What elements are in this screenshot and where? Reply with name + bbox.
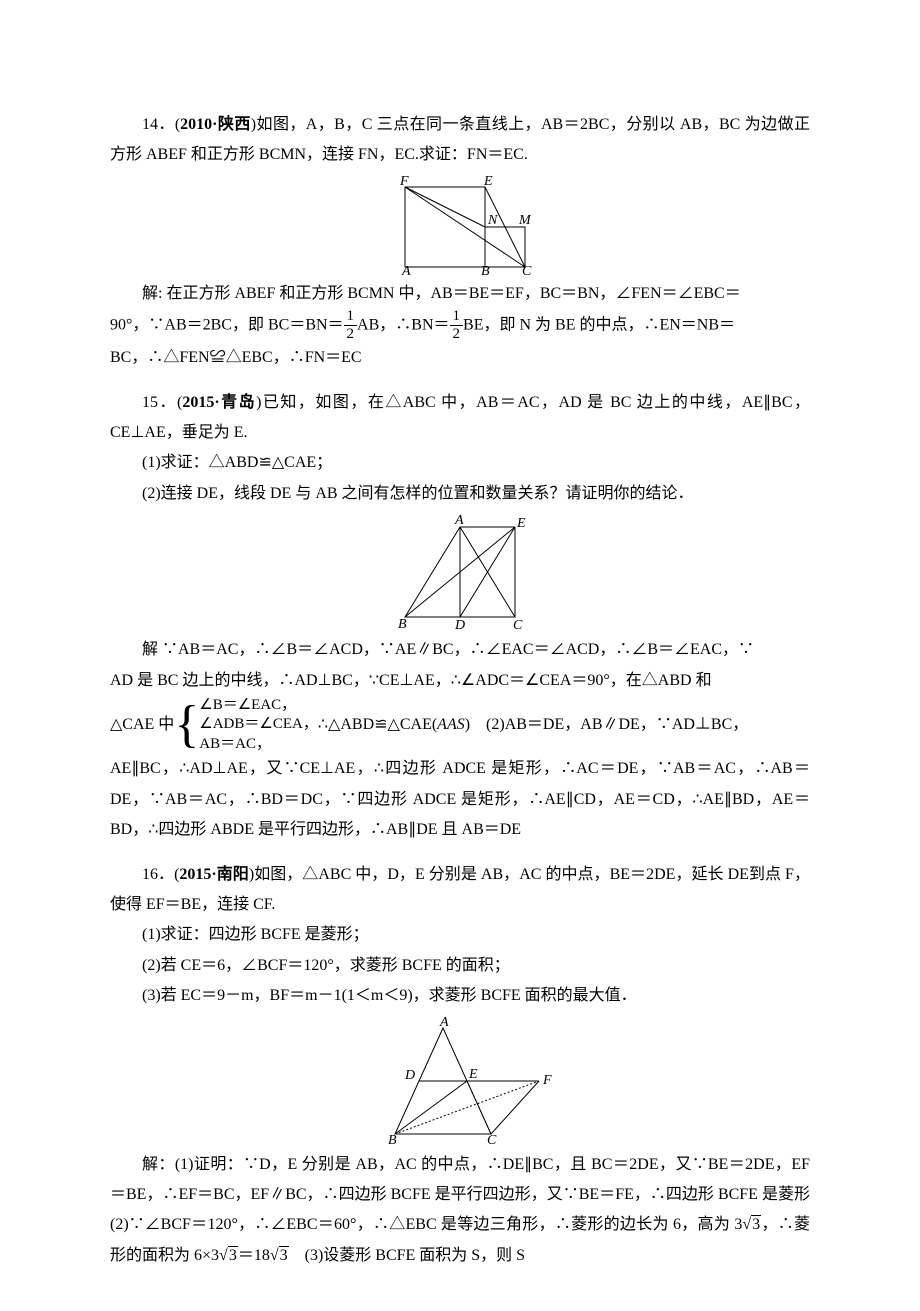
- p14-lbl-C: C: [522, 264, 532, 275]
- p15-figure-wrap: A E B D C: [110, 513, 810, 631]
- p15-sol-l4: AE∥BC，∴AD⊥AE，又∵CE⊥AE，∴四边形 ADCE 是矩形，∴AC＝D…: [110, 754, 810, 845]
- p15-sol-l2: AD 是 BC 边上的中线，∴AD⊥BC，∵CE⊥AE，∴∠ADC＝∠CEA＝9…: [110, 666, 810, 696]
- p14-sol-mid1c: BE，即 N 为 BE 的中点，∴EN＝NB＝: [463, 317, 735, 334]
- p16-stem: 16．(2015·南阳)如图，△ABC 中，D，E 分别是 AB，AC 的中点，…: [110, 860, 810, 921]
- p16-q1: (1)求证：四边形 BCFE 是菱形；: [110, 920, 810, 950]
- p16-lbl-E: E: [468, 1067, 478, 1082]
- p14-lbl-N: N: [487, 213, 498, 228]
- p15-stem: 15．(2015·青岛)已知，如图，在△ABC 中，AB＝AC，AD 是 BC …: [110, 388, 810, 449]
- p15-lbl-A: A: [454, 513, 464, 528]
- p16-figure: A D E F B C: [355, 1016, 565, 1146]
- p15-lbl-C: C: [513, 618, 523, 631]
- p16-lbl-F: F: [542, 1073, 552, 1088]
- gap2: [110, 846, 810, 860]
- p14-figure: F E N M A B C: [385, 175, 535, 275]
- p14-sol-line3: BC，∴△FEN≌△EBC，∴FN＝EC: [110, 343, 810, 373]
- p14-sol-mid1a: 90°，∵AB＝2BC，即 BC＝BN＝: [110, 317, 344, 334]
- p14-lbl-A: A: [401, 264, 411, 275]
- brace-left: {: [174, 699, 199, 751]
- sys-line1: ∠B＝∠EAC，: [199, 696, 318, 716]
- p14-tag: 2010·陕西: [180, 116, 251, 133]
- p14-frac1: 12: [344, 308, 358, 342]
- p15-system: {∠B＝∠EAC，∠ADB＝∠CEA，AB＝AC，: [174, 696, 318, 755]
- p15-sol-l3-post: ∴△ABD≌△CAE(: [318, 716, 437, 733]
- p16-q2: (2)若 CE＝6，∠BCF＝120°，求菱形 BCFE 的面积；: [110, 951, 810, 981]
- p16-head: 16．(: [142, 866, 179, 883]
- p14-lbl-M: M: [518, 213, 532, 228]
- p15-q2: (2)连接 DE，线段 DE 与 AB 之间有怎样的位置和数量关系？请证明你的结…: [110, 479, 810, 509]
- p15-sol-l3-pre: △CAE 中: [110, 716, 174, 733]
- p15-lbl-E: E: [516, 516, 526, 531]
- p15-q1: (1)求证：△ABD≌△CAE；: [110, 448, 810, 478]
- sys-line2: ∠ADB＝∠CEA，: [199, 715, 318, 735]
- p16-lbl-A: A: [439, 1016, 449, 1030]
- p15-head: 15．(: [142, 394, 182, 411]
- p15-lbl-D: D: [454, 618, 465, 631]
- p14-lbl-F: F: [399, 175, 409, 189]
- p14-sol-lead: 解: 在正方形 ABEF 和正方形 BCMN 中，AB＝BE＝EF，BC＝BN，…: [142, 285, 741, 302]
- p14-figure-wrap: F E N M A B C: [110, 175, 810, 275]
- p14-frac2: 12: [450, 308, 464, 342]
- sqrt3-c: √3: [270, 1246, 289, 1264]
- p15-aas: AAS: [437, 716, 465, 733]
- sqrt3-b: √3: [219, 1246, 238, 1264]
- p14-sol-line1: 解: 在正方形 ABEF 和正方形 BCMN 中，AB＝BE＝EF，BC＝BN，…: [110, 279, 810, 309]
- p15-tag: 2015·青岛: [182, 394, 256, 411]
- p15-sol-l1: 解 ∵AB＝AC，∴∠B＝∠ACD，∵AE∥BC，∴∠EAC＝∠ACD，∴∠B＝…: [110, 635, 810, 665]
- p16-sol-l2c: (3)设菱形 BCFE 面积为 S，则 S: [289, 1247, 525, 1264]
- p16-lbl-B: B: [388, 1133, 397, 1146]
- p14-lbl-B: B: [481, 264, 490, 275]
- p14-stem: 14．(2010·陕西)如图，A，B，C 三点在同一条直线上，AB＝2BC，分别…: [110, 110, 810, 171]
- p16-sol-l2b: ＝18: [238, 1247, 270, 1264]
- sqrt3-a: √3: [742, 1215, 761, 1233]
- p14-sol-mid1b: AB，∴BN＝: [357, 317, 449, 334]
- p15-figure: A E B D C: [375, 513, 545, 631]
- p16-q3: (3)若 EC＝9－m，BF＝m－1(1＜m＜9)，求菱形 BCFE 面积的最大…: [110, 981, 810, 1011]
- p16-sol: 解：(1)证明：∵D，E 分别是 AB，AC 的中点，∴DE∥BC，且 BC＝2…: [110, 1150, 810, 1272]
- p16-tag: 2015·南阳: [179, 866, 248, 883]
- p16-lbl-C: C: [487, 1133, 497, 1146]
- p15-sol-l3: △CAE 中{∠B＝∠EAC，∠ADB＝∠CEA，AB＝AC，∴△ABD≌△CA…: [110, 696, 810, 755]
- p15-sol-l3-post2: ) (2)AB＝DE，AB∥DE，∵AD⊥BC，: [465, 716, 749, 733]
- p14-lbl-E: E: [483, 175, 493, 189]
- p15-lbl-B: B: [398, 617, 407, 631]
- sys-line3: AB＝AC，: [199, 735, 318, 755]
- p16-lbl-D: D: [404, 1068, 415, 1083]
- p14-sol-tail: BC，∴△FEN≌△EBC，∴FN＝EC: [110, 349, 362, 366]
- p14-head: 14．(: [142, 116, 180, 133]
- p16-figure-wrap: A D E F B C: [110, 1016, 810, 1146]
- p14-sol-line2: 90°，∵AB＝2BC，即 BC＝BN＝12AB，∴BN＝12BE，即 N 为 …: [110, 309, 810, 343]
- gap1: [110, 374, 810, 388]
- p16-sol-l1: 解：(1)证明：∵D，E 分别是 AB，AC 的中点，∴DE∥BC，且 BC＝2…: [110, 1156, 826, 1234]
